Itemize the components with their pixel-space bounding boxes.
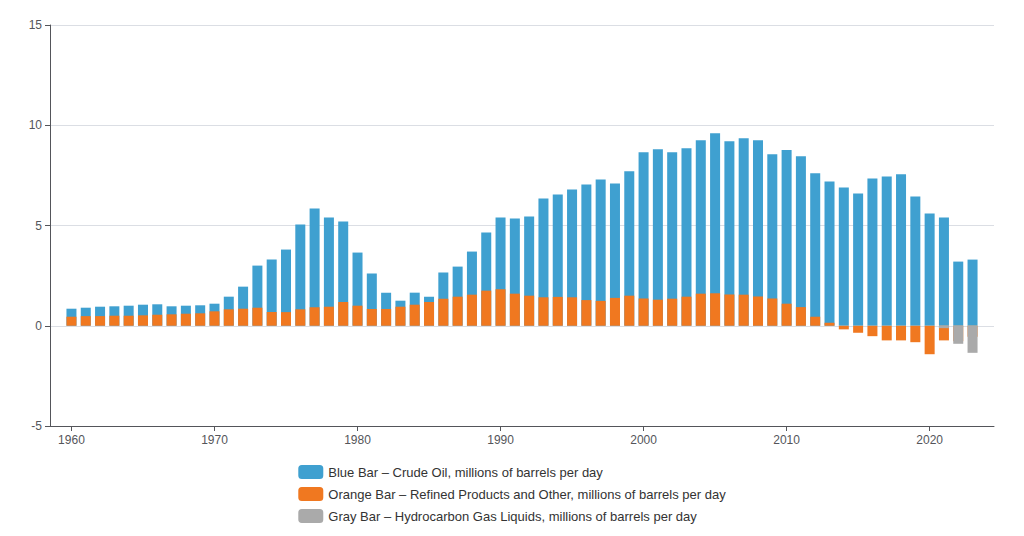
svg-text:Gray Bar – Hydrocarbon Gas Liq: Gray Bar – Hydrocarbon Gas Liquids, mill… (328, 509, 697, 524)
svg-text:2020: 2020 (916, 433, 943, 447)
svg-text:2000: 2000 (630, 433, 657, 447)
svg-text:Orange Bar – Refined Products: Orange Bar – Refined Products and Other,… (328, 487, 726, 502)
svg-text:10: 10 (29, 118, 43, 132)
svg-text:-5: -5 (31, 419, 42, 433)
svg-text:0: 0 (35, 319, 42, 333)
svg-text:1970: 1970 (201, 433, 228, 447)
svg-text:1990: 1990 (487, 433, 514, 447)
svg-text:1980: 1980 (344, 433, 371, 447)
svg-text:15: 15 (29, 18, 43, 32)
svg-text:5: 5 (35, 219, 42, 233)
svg-text:Blue Bar – Crude Oil, millions: Blue Bar – Crude Oil, millions of barrel… (328, 465, 603, 480)
svg-text:1960: 1960 (58, 433, 85, 447)
svg-text:2010: 2010 (773, 433, 800, 447)
